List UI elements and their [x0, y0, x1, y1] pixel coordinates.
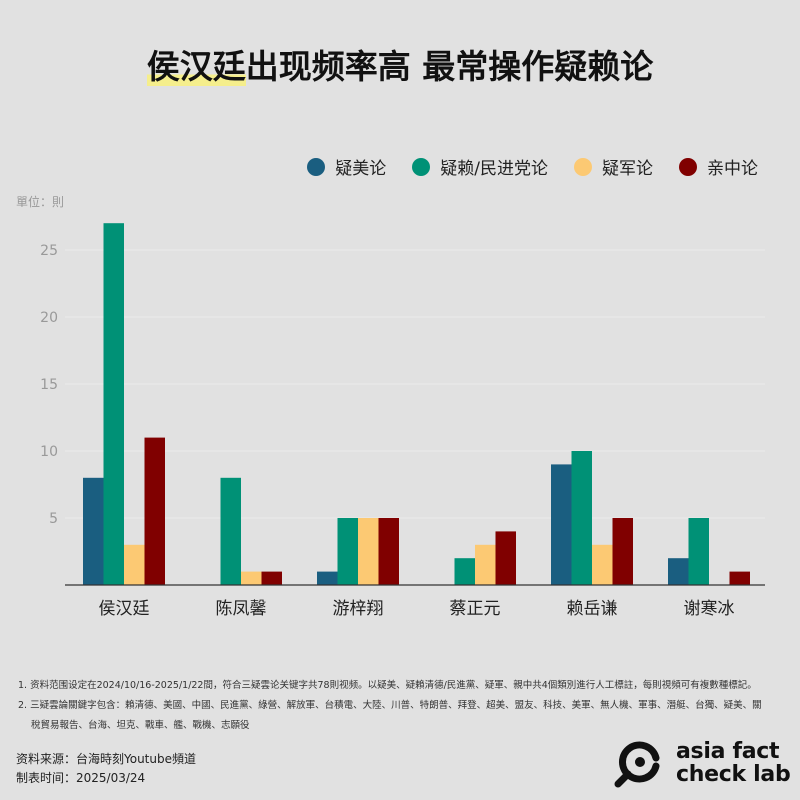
legend-item: 疑军论 [574, 154, 653, 179]
footnote: 1. 资料范围设定在2024/10/16-2025/1/22間，符合三疑雲论关键… [18, 680, 757, 691]
bar [454, 558, 475, 585]
x-tick-label: 陈凤馨 [216, 599, 267, 619]
bar [220, 477, 241, 585]
footnote: 2. 三疑雲論關鍵字包含：賴清德、美國、中國、民進黨、綠營、解放軍、台積電、大陸… [18, 700, 762, 711]
source: 资料来源：台海時刻Youtube頻道 [16, 752, 196, 766]
unit-label: 單位：則 [16, 195, 65, 209]
bar-chart: 5 10 15 20 25 侯汉廷 陈凤馨 游梓翔 蔡正元 赖岳谦 谢寒冰 [40, 223, 765, 619]
x-tick-label: 谢寒冰 [684, 599, 735, 619]
bar [612, 518, 633, 585]
legend-swatch [574, 157, 592, 176]
title-highlight: 侯汉廷 [146, 47, 246, 86]
legend-swatch [307, 157, 326, 176]
legend-item: 疑赖/民进党论 [412, 154, 548, 179]
bar [317, 571, 338, 585]
date: 制表时间：2025/03/24 [16, 771, 146, 785]
footnote: 稅貿易報告、台海、坦克、戰車、艦、戰機、志願役 [31, 720, 250, 731]
legend: 疑美论 疑赖/民进党论 疑军论 亲中论 [307, 154, 758, 179]
logo-text: asia fact [676, 739, 780, 764]
title-rest: 出现频率高 最常操作疑赖论 [245, 47, 654, 86]
bar [592, 544, 613, 585]
bar [495, 531, 516, 585]
bar [83, 477, 104, 585]
footnotes: 1. 资料范围设定在2024/10/16-2025/1/22間，符合三疑雲论关键… [18, 676, 788, 736]
magnifier-logo-icon [614, 741, 660, 788]
y-tick-label: 10 [40, 444, 58, 460]
bar [358, 518, 379, 585]
legend-item: 亲中论 [679, 154, 758, 179]
legend-label: 亲中论 [707, 159, 758, 179]
bar [241, 571, 262, 585]
bar [144, 437, 165, 585]
x-tick-label: 侯汉廷 [99, 599, 150, 619]
bar [103, 223, 124, 585]
bar [124, 544, 145, 585]
bar [688, 518, 709, 585]
bar [261, 571, 282, 585]
y-tick-label: 15 [40, 377, 58, 393]
bar [337, 518, 358, 585]
logo-text: check lab [676, 762, 791, 787]
source-info: 资料来源：台海時刻Youtube頻道 制表时间：2025/03/24 [16, 750, 196, 788]
y-tick-label: 5 [49, 511, 58, 527]
legend-swatch [412, 157, 431, 176]
bar [571, 451, 592, 585]
x-tick-label: 游梓翔 [333, 599, 384, 619]
legend-label: 疑赖/民进党论 [440, 159, 548, 179]
legend-swatch [679, 157, 697, 176]
legend-item: 疑美论 [307, 154, 386, 179]
y-tick-label: 20 [40, 310, 58, 326]
legend-label: 疑军论 [602, 159, 653, 179]
bar [668, 558, 689, 585]
logo: asia fact check lab [612, 736, 791, 790]
x-tick-label: 蔡正元 [450, 599, 501, 619]
bar [475, 544, 496, 585]
y-tick-label: 25 [40, 243, 58, 259]
x-tick-label: 赖岳谦 [567, 599, 618, 619]
legend-label: 疑美论 [335, 159, 387, 179]
bar [551, 464, 572, 585]
bar [378, 518, 399, 585]
bar [729, 571, 750, 585]
chart-title: 侯汉廷出现频率高 最常操作疑赖论 [0, 40, 800, 88]
